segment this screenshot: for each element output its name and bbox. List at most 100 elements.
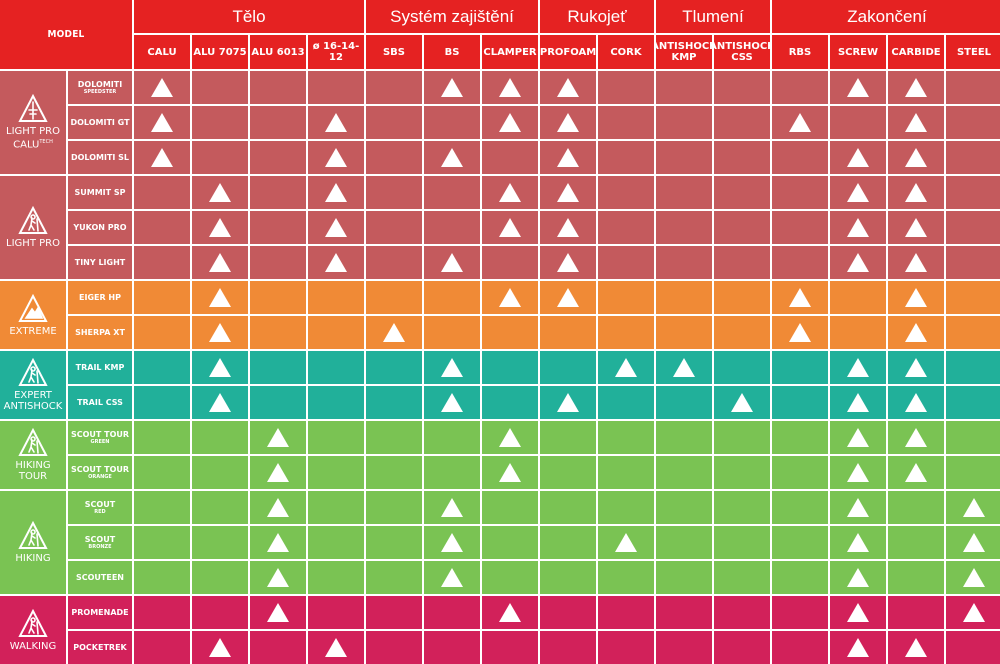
feature-cell [250,526,306,559]
model-name: EIGER HP [79,293,121,302]
feature-cell [888,421,944,454]
feature-cell [946,211,1000,244]
group-header-1: Systém zajištění [366,0,538,33]
feature-cell [134,316,190,349]
triangle-marker-icon [325,218,347,237]
column-header-6: CLAMPER [482,35,538,69]
model-subname: SPEEDSTER [83,89,117,95]
feature-cell [482,491,538,524]
column-header-label: STEEL [956,46,992,58]
column-header-label: ALU 7075 [193,46,247,58]
triangle-marker-icon [905,463,927,482]
feature-cell [946,631,1000,664]
group-header-label: Systém zajištění [390,6,514,26]
feature-cell [540,596,596,629]
feature-cell [134,456,190,489]
triangle-marker-icon [905,218,927,237]
triangle-marker-icon [267,533,289,552]
triangle-marker-icon [557,288,579,307]
feature-cell [482,141,538,174]
model-subname: RED [94,509,106,515]
feature-cell [540,386,596,419]
feature-cell [888,211,944,244]
feature-cell [482,71,538,104]
feature-cell [946,421,1000,454]
feature-cell [888,281,944,314]
feature-cell [714,351,770,384]
feature-cell [308,526,364,559]
feature-cell [946,246,1000,279]
feature-cell [946,141,1000,174]
hiking-tour-icon [18,428,48,456]
feature-cell [714,631,770,664]
feature-cell [250,491,306,524]
feature-cell [366,176,422,209]
triangle-marker-icon [325,253,347,272]
feature-cell [366,526,422,559]
triangle-marker-icon [905,288,927,307]
triangle-marker-icon [557,253,579,272]
triangle-marker-icon [209,358,231,377]
triangle-marker-icon [905,183,927,202]
triangle-marker-icon [905,78,927,97]
group-header-0: Tělo [134,0,364,33]
triangle-marker-icon [905,253,927,272]
column-header-13: CARBIDE [888,35,944,69]
feature-cell [192,596,248,629]
column-header-label: ANTISHOCK CSS [714,41,770,63]
feature-cell [424,596,480,629]
feature-cell [308,246,364,279]
feature-cell [250,246,306,279]
triangle-marker-icon [325,113,347,132]
feature-cell [714,386,770,419]
family-label: LIGHT PRO CALUTECH [6,126,60,151]
triangle-marker-icon [615,358,637,377]
feature-cell [134,491,190,524]
triangle-marker-icon [847,638,869,657]
feature-cell [946,526,1000,559]
feature-cell [888,526,944,559]
feature-cell [482,631,538,664]
feature-cell [656,281,712,314]
model-name: YUKON PRO [73,223,127,232]
feature-cell [308,71,364,104]
column-header-8: CORK [598,35,654,69]
group-header-label: Tlumení [682,6,744,26]
triangle-marker-icon [325,638,347,657]
model-name-cell: SUMMIT SP [68,176,132,209]
feature-cell [772,281,828,314]
model-name: SCOUTEEN [75,573,124,582]
family-hiking-tour: HIKING TOUR [0,421,66,489]
triangle-marker-icon [267,603,289,622]
feature-cell [540,106,596,139]
feature-cell [772,141,828,174]
triangle-marker-icon [499,463,521,482]
triangle-marker-icon [847,428,869,447]
feature-cell [830,316,886,349]
family-walking: WALKING [0,596,66,664]
feature-cell [250,281,306,314]
feature-cell [888,456,944,489]
feature-cell [888,631,944,664]
feature-cell [830,421,886,454]
feature-cell [366,596,422,629]
feature-cell [598,71,654,104]
triangle-marker-icon [267,428,289,447]
feature-cell [366,71,422,104]
column-header-label: CORK [610,46,642,58]
feature-cell [366,456,422,489]
triangle-marker-icon [557,78,579,97]
feature-cell [830,631,886,664]
feature-cell [598,421,654,454]
feature-cell [946,596,1000,629]
triangle-marker-icon [209,183,231,202]
feature-cell [888,316,944,349]
feature-cell [424,106,480,139]
model-header: MODEL [0,0,132,69]
feature-cell [134,176,190,209]
triangle-marker-icon [847,218,869,237]
triangle-marker-icon [847,253,869,272]
triangle-marker-icon [963,498,985,517]
family-label: LIGHT PRO [6,238,60,249]
